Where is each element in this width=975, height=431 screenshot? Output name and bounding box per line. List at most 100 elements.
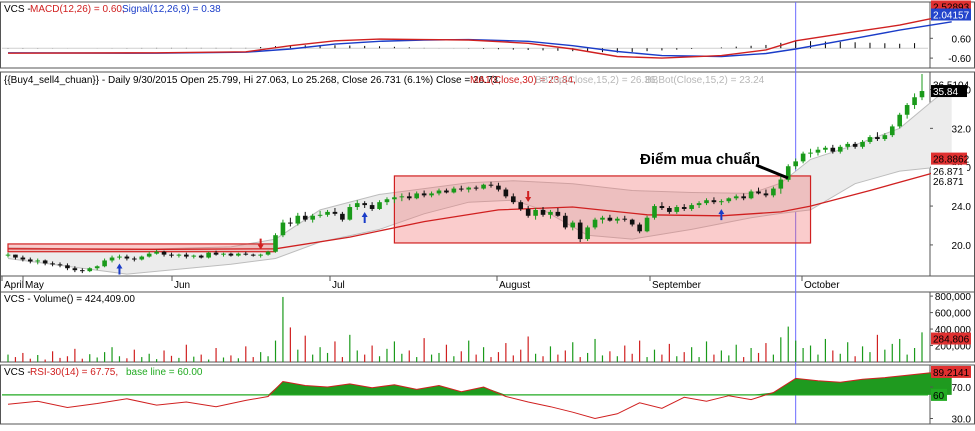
candle-body [488, 184, 494, 186]
price-value-tag-bg [931, 165, 967, 178]
price-value-tag-bg [931, 152, 967, 165]
candle-body [436, 190, 442, 194]
candle-body [94, 266, 100, 269]
candle-body [510, 196, 516, 203]
candle-body [109, 257, 115, 261]
candle-body [748, 191, 754, 199]
candle-body [733, 196, 739, 199]
candle-body [5, 254, 11, 256]
candle-body [458, 188, 464, 190]
candle-body [369, 205, 375, 209]
macd-legend-macd: MACD(12,26) = 0.60, [30, 4, 125, 15]
candle-body [280, 222, 286, 236]
candle-body [429, 193, 434, 196]
rsi-legend-rsi: RSI-30(14) = 67.75, [30, 367, 118, 378]
candle-body [882, 135, 888, 140]
candle-body [399, 196, 405, 198]
candle-body [72, 268, 78, 271]
volume-value-tag-label: 284,806 [933, 335, 970, 346]
sell-signal-arrow [257, 238, 264, 250]
macd-line [7, 13, 952, 59]
candle-body [919, 91, 925, 98]
candle-body [644, 217, 650, 232]
candle-body [154, 251, 159, 254]
candle-body [629, 219, 635, 225]
volume-tick-label: 800,000 [935, 292, 972, 303]
candle-body [689, 205, 694, 209]
price-value-tag-label: 26.871 [933, 177, 964, 188]
candle-body [533, 209, 538, 216]
date-tick-label: August [499, 280, 530, 291]
candle-body [592, 219, 598, 228]
rsi-legend-prefix: VCS - [4, 367, 31, 378]
candle-body [622, 218, 628, 220]
candle-body [637, 224, 642, 232]
volume-legend: VCS - Volume() = 424,409.00 [4, 294, 135, 305]
candle-body [236, 253, 241, 256]
candle-body [525, 208, 531, 216]
candle-body [184, 254, 189, 257]
macd-value-tag-label: 2.52893 [933, 2, 970, 13]
rsi-legend-base: base line = 60.00 [126, 367, 203, 378]
rsi-tick-label: 70.0 [952, 383, 972, 394]
candle-body [711, 200, 717, 203]
candle-body [139, 256, 145, 260]
candle-body [756, 191, 761, 194]
candle-body [466, 187, 472, 190]
candle-body [659, 206, 665, 208]
candle-body [875, 137, 880, 140]
candle-body [124, 256, 130, 259]
candle-body [800, 153, 806, 162]
candle-body [830, 147, 836, 152]
macd-tick-label: -0.60 [948, 54, 971, 65]
candle-body [681, 207, 687, 209]
candle-body [785, 166, 791, 180]
date-tick-label: October [804, 280, 840, 291]
candle-body [161, 251, 167, 255]
candle-body [288, 222, 293, 224]
candle-body [35, 260, 41, 262]
candle-body [600, 217, 605, 220]
candle-body [808, 152, 813, 154]
candle-body [265, 251, 271, 255]
price-legend-bbbot: BBBot(Close,15,2) = 23.24 [645, 75, 765, 86]
candle-body [852, 143, 858, 147]
volume-value-tag-bg [931, 332, 971, 345]
buy-point-annotation: Điểm mua chuẩn [640, 151, 760, 168]
candle-body [741, 196, 746, 199]
candle-body [377, 202, 382, 209]
candle-body [570, 222, 576, 228]
candle-body [860, 141, 865, 147]
price-legend-ma: MA1(Close,30) = 23.84, [470, 75, 576, 86]
price-tick-label: 32.0 [952, 124, 972, 135]
candle-body [771, 188, 776, 196]
candle-body [823, 147, 828, 150]
candle-body [793, 161, 798, 167]
candle-body [117, 256, 122, 258]
rsi-overbought-fill [268, 372, 952, 395]
candle-body [65, 265, 70, 269]
candle-body [518, 202, 524, 209]
highlight-zone [7, 243, 277, 253]
candle-body [206, 252, 211, 258]
macd-legend-prefix: VCS - [4, 4, 31, 15]
date-tick-label: Jul [332, 280, 345, 291]
candle-body [607, 217, 613, 221]
candle-body [50, 263, 55, 265]
candle-body [132, 258, 137, 260]
candle-body [889, 126, 895, 136]
candle-body [392, 197, 397, 200]
candle-body [451, 188, 457, 193]
ma30-line [7, 164, 952, 250]
candle-body [332, 211, 338, 214]
candle-body [243, 253, 249, 255]
bollinger-band-fill [8, 85, 952, 275]
candle-body [347, 207, 353, 220]
candle-body [845, 143, 850, 147]
price-legend-bbtop: BBTop(Close,15,2) = 26.36, [535, 75, 658, 86]
candle-body [198, 255, 204, 258]
volume-tick-label: 600,000 [935, 309, 972, 320]
highlight-zone [393, 175, 812, 244]
candle-body [897, 114, 903, 127]
candle-body [473, 187, 479, 189]
